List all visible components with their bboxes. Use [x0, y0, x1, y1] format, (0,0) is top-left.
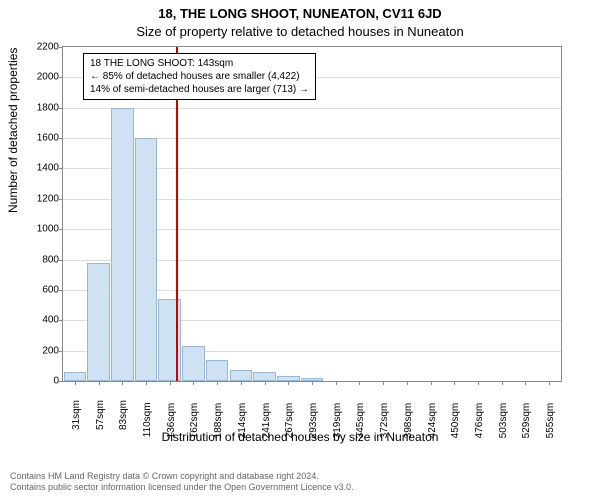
x-tick-mark: [265, 381, 266, 385]
y-tick-label: 400: [42, 315, 59, 326]
x-tick-mark: [170, 381, 171, 385]
x-tick-mark: [525, 381, 526, 385]
bar: [64, 372, 87, 381]
footer-line-2: Contains public sector information licen…: [10, 482, 354, 494]
y-tick-mark: [59, 351, 63, 352]
bar: [206, 360, 229, 381]
x-tick-mark: [383, 381, 384, 385]
bar: [182, 346, 205, 381]
y-tick-label: 2200: [37, 42, 59, 53]
chart-root: 18, THE LONG SHOOT, NUNEATON, CV11 6JD S…: [0, 0, 600, 500]
y-tick-mark: [59, 47, 63, 48]
bar: [87, 263, 110, 381]
annotation-line-2: ← 85% of detached houses are smaller (4,…: [90, 70, 309, 83]
y-tick-mark: [59, 229, 63, 230]
y-tick-label: 1600: [37, 133, 59, 144]
y-tick-label: 1400: [37, 163, 59, 174]
bar: [230, 370, 253, 381]
x-tick-mark: [336, 381, 337, 385]
footer: Contains HM Land Registry data © Crown c…: [10, 471, 354, 494]
y-tick-label: 0: [53, 376, 59, 387]
y-tick-mark: [59, 168, 63, 169]
y-tick-mark: [59, 260, 63, 261]
x-tick-mark: [146, 381, 147, 385]
x-tick-mark: [312, 381, 313, 385]
x-tick-mark: [478, 381, 479, 385]
x-tick-label: 31sqm: [71, 400, 82, 430]
annotation-line-1: 18 THE LONG SHOOT: 143sqm: [90, 57, 309, 70]
annotation-box: 18 THE LONG SHOOT: 143sqm ← 85% of detac…: [83, 53, 316, 100]
x-tick-mark: [75, 381, 76, 385]
annotation-line-3: 14% of semi-detached houses are larger (…: [90, 83, 309, 96]
x-tick-mark: [217, 381, 218, 385]
x-tick-mark: [454, 381, 455, 385]
page-title: 18, THE LONG SHOOT, NUNEATON, CV11 6JD: [0, 6, 600, 21]
page-subtitle: Size of property relative to detached ho…: [0, 24, 600, 39]
y-tick-mark: [59, 77, 63, 78]
y-tick-mark: [59, 108, 63, 109]
bar: [135, 138, 158, 381]
x-tick-label: 83sqm: [118, 400, 129, 430]
y-tick-label: 1000: [37, 224, 59, 235]
y-tick-mark: [59, 199, 63, 200]
y-tick-label: 800: [42, 254, 59, 265]
y-tick-label: 2000: [37, 72, 59, 83]
x-tick-mark: [549, 381, 550, 385]
x-tick-mark: [288, 381, 289, 385]
y-tick-mark: [59, 320, 63, 321]
y-axis-label: Number of detached properties: [6, 48, 20, 213]
y-tick-mark: [59, 138, 63, 139]
x-tick-mark: [99, 381, 100, 385]
x-tick-mark: [407, 381, 408, 385]
gridline: [63, 108, 561, 109]
footer-line-1: Contains HM Land Registry data © Crown c…: [10, 471, 354, 483]
x-tick-mark: [431, 381, 432, 385]
x-axis-label: Distribution of detached houses by size …: [0, 430, 600, 444]
x-tick-label: 57sqm: [95, 400, 106, 430]
y-tick-label: 1200: [37, 193, 59, 204]
bar: [253, 372, 276, 381]
x-tick-mark: [122, 381, 123, 385]
y-tick-label: 1800: [37, 102, 59, 113]
y-tick-label: 200: [42, 345, 59, 356]
x-tick-mark: [241, 381, 242, 385]
x-tick-mark: [193, 381, 194, 385]
y-tick-mark: [59, 290, 63, 291]
x-tick-mark: [502, 381, 503, 385]
y-tick-label: 600: [42, 284, 59, 295]
y-tick-mark: [59, 381, 63, 382]
plot-area: 0200400600800100012001400160018002000220…: [62, 46, 562, 382]
bar: [111, 108, 134, 381]
x-tick-mark: [359, 381, 360, 385]
